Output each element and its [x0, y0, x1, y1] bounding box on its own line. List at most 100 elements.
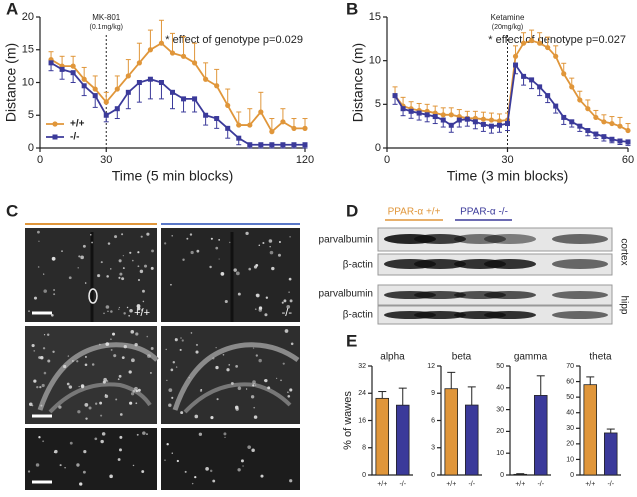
band — [552, 234, 608, 244]
marker — [472, 119, 478, 125]
marker — [480, 121, 486, 127]
cell — [38, 240, 40, 243]
cell — [69, 441, 73, 445]
series-line — [394, 62, 629, 143]
marker — [236, 135, 242, 141]
y-tick-label: 0 — [570, 472, 574, 479]
cell — [84, 363, 88, 367]
cell — [121, 277, 125, 281]
marker — [513, 62, 519, 68]
marker — [103, 112, 109, 118]
bar — [395, 404, 410, 476]
reference-label: (20mg/kg) — [492, 24, 524, 31]
cell — [106, 275, 109, 278]
cell — [54, 449, 58, 454]
cell — [289, 299, 293, 303]
series-line — [394, 39, 629, 132]
cell — [195, 343, 199, 346]
marker — [456, 117, 462, 123]
cell — [53, 293, 56, 296]
cell — [165, 348, 167, 351]
y-axis-label: Distance (m) — [3, 43, 19, 122]
cell — [195, 350, 199, 354]
cell — [78, 385, 80, 388]
cell — [28, 402, 33, 407]
marker — [520, 40, 527, 46]
cell — [123, 345, 127, 349]
cell — [110, 338, 112, 341]
y-tick-label: 15 — [369, 11, 381, 23]
y-tick-label: 5 — [375, 98, 381, 110]
marker — [496, 118, 503, 124]
marker — [203, 76, 209, 82]
cell — [52, 350, 55, 353]
cell — [240, 459, 244, 463]
cell — [170, 368, 174, 372]
cell — [118, 374, 122, 378]
cell — [91, 363, 95, 366]
cell — [170, 283, 172, 286]
speckles — [27, 230, 294, 486]
cell — [224, 436, 226, 439]
cell — [53, 289, 55, 291]
cell — [191, 482, 194, 485]
band — [484, 291, 536, 299]
y-tick-label: 0 — [362, 472, 366, 479]
y-tick-label: 15 — [22, 44, 34, 56]
marker — [125, 89, 131, 95]
marker — [247, 142, 253, 148]
cell — [188, 376, 191, 379]
y-tick-label: 0 — [28, 142, 34, 154]
y-tick-label: 40 — [496, 385, 504, 392]
cell — [137, 388, 141, 392]
cell — [250, 395, 255, 399]
cell — [175, 366, 178, 368]
cell — [262, 241, 265, 245]
cell — [283, 299, 287, 303]
cell — [237, 468, 241, 472]
cell — [37, 266, 40, 268]
marker — [125, 73, 131, 79]
marker — [601, 134, 607, 140]
cell — [289, 479, 293, 483]
cell — [215, 346, 217, 349]
cell — [228, 364, 231, 366]
cell — [83, 449, 87, 454]
marker — [577, 123, 583, 129]
marker — [158, 40, 165, 46]
cell — [278, 240, 281, 243]
marker — [617, 123, 623, 129]
marker — [81, 76, 87, 82]
band — [552, 259, 608, 269]
cell — [180, 337, 182, 339]
cell — [255, 384, 257, 386]
cell — [146, 433, 148, 435]
marker — [577, 97, 583, 103]
micrographs: +/+ -/- — [25, 223, 300, 490]
marker — [214, 116, 220, 122]
cell — [132, 464, 135, 467]
genotype-label: +/+ — [134, 307, 150, 319]
cell — [43, 273, 45, 275]
marker — [585, 128, 591, 134]
x-tick-label: 30 — [100, 154, 112, 166]
cell — [105, 305, 110, 309]
cell — [210, 416, 214, 420]
marker — [512, 53, 519, 59]
cell — [284, 329, 289, 333]
cell — [289, 236, 291, 238]
cell — [105, 342, 110, 346]
cell — [253, 406, 256, 409]
cell — [276, 377, 278, 380]
cell — [245, 388, 248, 390]
cell — [77, 410, 81, 414]
marker — [147, 76, 153, 82]
hippocampus — [37, 342, 159, 411]
cell — [282, 362, 285, 365]
cell — [189, 233, 193, 236]
cell — [215, 246, 219, 250]
panel-label: E — [346, 331, 357, 350]
marker — [280, 142, 286, 148]
cell — [112, 332, 116, 336]
